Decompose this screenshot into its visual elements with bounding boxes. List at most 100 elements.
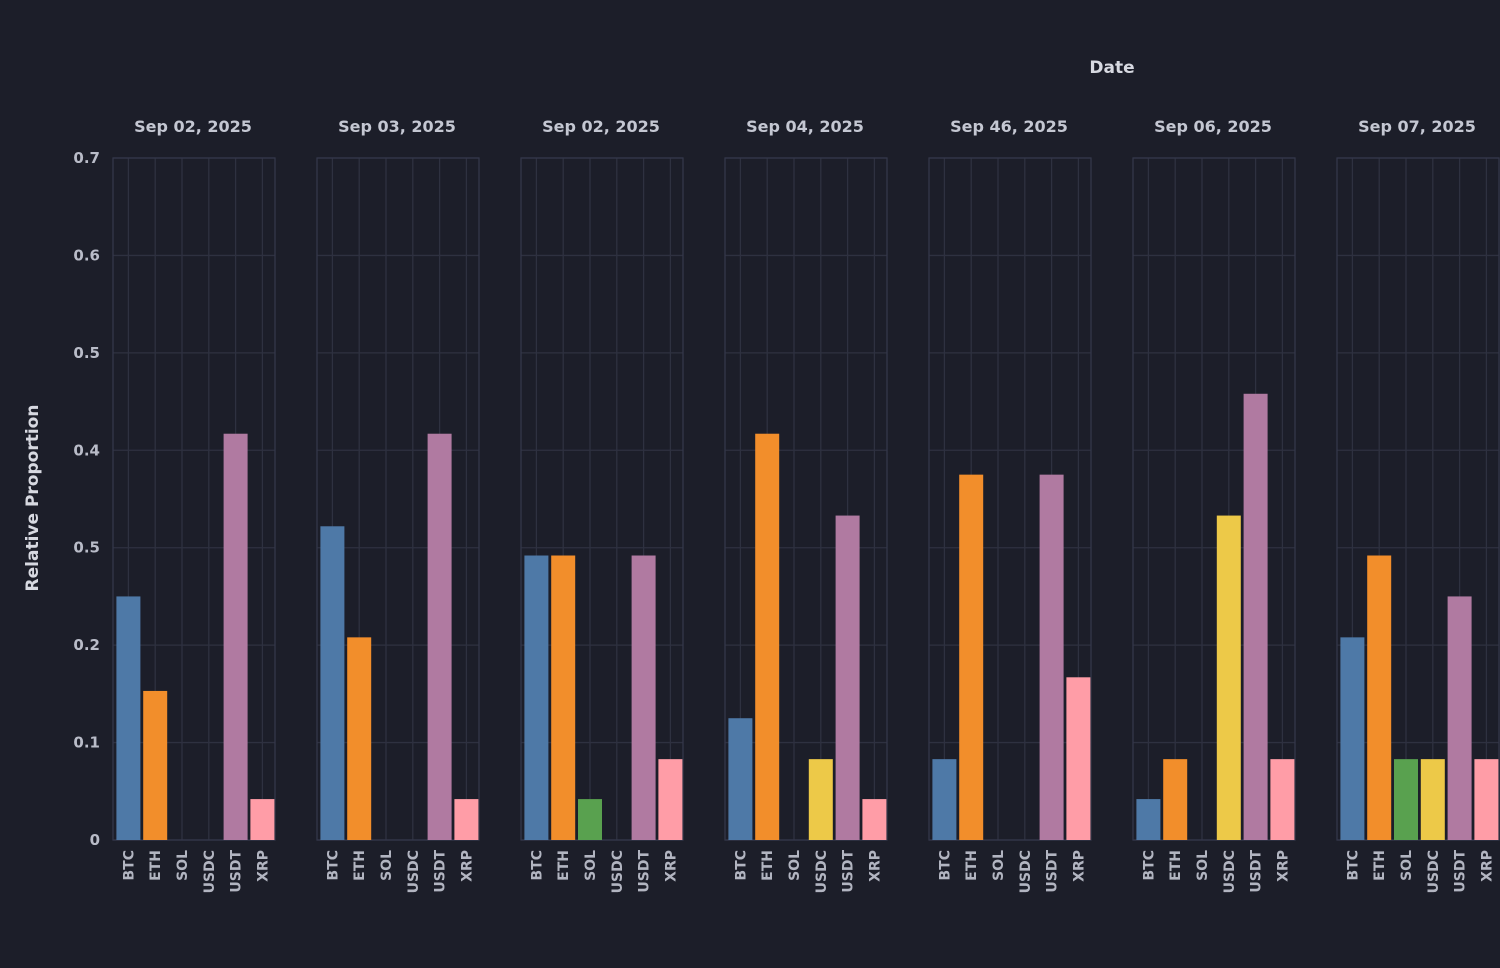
facet-panel: Sep 07, 2025 BTC ETH SOL USDC USDT XRP	[1336, 117, 1500, 893]
bar-eth	[755, 433, 780, 840]
category-tick-label: BTC	[1345, 850, 1361, 881]
bar-usdt	[223, 433, 248, 840]
facet-panel: Sep 03, 2025 BTC ETH SOL USDC USDT XRP	[316, 117, 480, 893]
category-tick-label: SOL	[1195, 850, 1211, 881]
category-tick-label: XRP	[255, 850, 271, 882]
y-tick-label: 0.5	[73, 539, 100, 557]
bar-sol	[1394, 759, 1418, 840]
bar-eth	[143, 690, 168, 840]
category-tick-label: ETH	[556, 850, 572, 881]
category-tick-label: SOL	[991, 850, 1007, 881]
facet-panel: Sep 04, 2025 BTC ETH SOL USDC USDT XRP	[724, 117, 888, 893]
category-tick-label: ETH	[760, 850, 776, 881]
bar-xrp	[454, 799, 479, 840]
bar-eth	[347, 637, 372, 840]
bar-xrp	[862, 799, 887, 840]
bar-btc	[728, 718, 753, 840]
category-tick-label: BTC	[529, 850, 545, 881]
category-tick-label: SOL	[379, 850, 395, 881]
category-tick-label: BTC	[937, 850, 953, 881]
bar-btc	[932, 759, 957, 840]
bar-eth	[1367, 555, 1392, 840]
y-tick-label: 0.5	[73, 344, 100, 362]
bar-usdt	[1243, 393, 1268, 840]
category-tick-label: USDC	[1426, 850, 1442, 893]
category-tick-label: ETH	[1168, 850, 1184, 881]
bar-btc	[320, 526, 345, 840]
bar-eth	[551, 555, 576, 840]
category-tick-label: SOL	[1399, 850, 1415, 881]
category-tick-label: BTC	[121, 850, 137, 881]
panel-date-label: Sep 04, 2025	[746, 117, 864, 136]
bar-usdc	[808, 759, 833, 840]
bar-sol	[578, 799, 602, 840]
category-tick-label: ETH	[352, 850, 368, 881]
bar-btc	[1136, 799, 1161, 840]
category-tick-label: USDC	[1018, 850, 1034, 893]
category-tick-label: SOL	[175, 850, 191, 881]
bar-usdt	[427, 433, 452, 840]
panel-frame	[112, 157, 276, 841]
category-tick-label: USDT	[637, 850, 653, 893]
category-tick-label: XRP	[663, 850, 679, 882]
facet-panel: Sep 02, 2025 BTC ETH SOL USDC USDT XRP	[520, 117, 684, 893]
bar-usdt	[631, 555, 656, 840]
y-tick-label: 0	[90, 831, 100, 849]
category-tick-label: USDC	[1222, 850, 1238, 893]
category-tick-label: USDC	[610, 850, 626, 893]
facet-panel: Sep 02, 2025 BTC ETH SOL USDC USDT XRP	[112, 117, 276, 893]
bar-eth	[1163, 759, 1188, 840]
category-tick-label: BTC	[325, 850, 341, 881]
panel-date-label: Sep 02, 2025	[134, 117, 252, 136]
y-tick-label: 0.1	[73, 734, 100, 752]
y-axis-label: Relative Proportion	[23, 405, 43, 592]
panel-frame	[316, 157, 480, 841]
bar-xrp	[250, 799, 275, 840]
category-tick-label: XRP	[1479, 850, 1495, 882]
category-tick-label: USDT	[1453, 850, 1469, 893]
category-tick-label: XRP	[1275, 850, 1291, 882]
y-tick-label: 0.7	[73, 149, 100, 167]
panel-frame	[1132, 157, 1296, 841]
category-tick-label: XRP	[867, 850, 883, 882]
y-tick-label: 0.2	[73, 636, 100, 654]
category-tick-label: ETH	[148, 850, 164, 881]
panel-frame	[724, 157, 888, 841]
bar-usdc	[1420, 759, 1445, 840]
facet-panel: Sep 46, 2025 BTC ETH SOL USDC USDT XRP	[928, 117, 1092, 893]
panel-date-label: Sep 06, 2025	[1154, 117, 1272, 136]
y-tick-label: 0.4	[73, 441, 100, 459]
panel-date-label: Sep 02, 2025	[542, 117, 660, 136]
category-tick-label: USDC	[814, 850, 830, 893]
category-tick-label: BTC	[733, 850, 749, 881]
bar-btc	[116, 596, 141, 840]
category-tick-label: ETH	[964, 850, 980, 881]
bar-eth	[959, 474, 984, 840]
bar-btc	[1340, 637, 1365, 840]
category-tick-label: USDT	[841, 850, 857, 893]
category-tick-label: XRP	[459, 850, 475, 882]
category-tick-label: BTC	[1141, 850, 1157, 881]
bar-usdt	[1039, 474, 1064, 840]
facet-panel: Sep 06, 2025 BTC ETH SOL USDC USDT XRP	[1132, 117, 1296, 893]
y-tick-label: 0.6	[73, 246, 100, 264]
category-tick-label: USDC	[406, 850, 422, 893]
category-tick-label: SOL	[787, 850, 803, 881]
bar-usdc	[1216, 515, 1241, 840]
panel-date-label: Sep 46, 2025	[950, 117, 1068, 136]
y-axis-ticks: 0 0.1 0.2 0.5 0.4 0.5 0.6 0.7	[73, 149, 100, 849]
panel-frame	[928, 157, 1092, 841]
chart-title: Date	[1089, 58, 1134, 78]
category-tick-label: ETH	[1372, 850, 1388, 881]
category-tick-label: USDC	[202, 850, 218, 893]
bar-xrp	[1066, 677, 1091, 840]
bar-usdt	[835, 515, 860, 840]
bar-xrp	[1474, 759, 1499, 840]
category-tick-label: USDT	[1249, 850, 1265, 893]
category-tick-label: USDT	[1045, 850, 1061, 893]
category-tick-label: USDT	[229, 850, 245, 893]
bar-usdt	[1447, 596, 1472, 840]
bar-xrp	[658, 759, 683, 840]
category-tick-label: SOL	[583, 850, 599, 881]
category-tick-label: USDT	[433, 850, 449, 893]
